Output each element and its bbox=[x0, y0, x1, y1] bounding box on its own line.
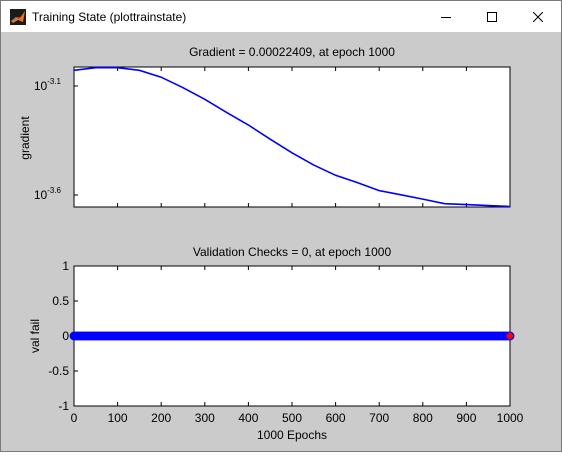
maximize-icon bbox=[487, 11, 497, 22]
validation-xtick-label: 700 bbox=[369, 411, 389, 425]
gradient-ylabel: gradient bbox=[18, 116, 32, 160]
gradient-x-ticks bbox=[73, 67, 511, 207]
validation-series-markers bbox=[69, 331, 515, 341]
validation-xtick-label: 1000 bbox=[497, 411, 524, 425]
gradient-axes: Gradient = 0.00022409, at epoch 1000 10-… bbox=[18, 45, 511, 208]
validation-ytick-label: -0.5 bbox=[48, 364, 69, 378]
validation-title: Validation Checks = 0, at epoch 1000 bbox=[193, 245, 392, 259]
matlab-icon bbox=[10, 9, 26, 25]
validation-xtick-label: 400 bbox=[238, 411, 258, 425]
gradient-axes-box bbox=[73, 66, 511, 208]
validation-xtick-label: 200 bbox=[151, 411, 171, 425]
gradient-ytick-lower: 10-3.6 bbox=[34, 186, 62, 202]
validation-xtick-label: 500 bbox=[282, 411, 302, 425]
validation-ylabel: val fail bbox=[28, 319, 42, 353]
plot-area: Gradient = 0.00022409, at epoch 1000 10-… bbox=[1, 32, 561, 451]
validation-ytick-label: -1 bbox=[58, 399, 69, 413]
maximize-button[interactable] bbox=[469, 1, 515, 32]
validation-xtick-label: 600 bbox=[326, 411, 346, 425]
validation-x-ticks: 0 100 200 300 400 500 600 700 800 900 1000 bbox=[71, 266, 524, 425]
validation-ytick-label: 1 bbox=[62, 259, 69, 273]
validation-xtick-label: 0 bbox=[71, 411, 78, 425]
validation-xtick-label: 800 bbox=[413, 411, 433, 425]
close-icon bbox=[533, 11, 543, 22]
validation-xtick-label: 100 bbox=[108, 411, 128, 425]
validation-ytick-label: 0 bbox=[62, 329, 69, 343]
gradient-series-line bbox=[73, 66, 511, 208]
figure-canvas: Gradient = 0.00022409, at epoch 1000 10-… bbox=[18, 45, 524, 442]
validation-end-marker bbox=[505, 331, 515, 341]
close-button[interactable] bbox=[515, 1, 561, 32]
minimize-button[interactable] bbox=[423, 1, 469, 32]
window-title: Training State (plottrainstate) bbox=[32, 10, 187, 24]
minimize-icon bbox=[441, 16, 451, 18]
validation-xtick-label: 300 bbox=[195, 411, 215, 425]
gradient-title: Gradient = 0.00022409, at epoch 1000 bbox=[189, 45, 395, 59]
validation-xtick-label: 900 bbox=[456, 411, 476, 425]
validation-axes: Validation Checks = 0, at epoch 1000 0 10… bbox=[28, 245, 524, 442]
validation-ytick-label: 0.5 bbox=[52, 294, 69, 308]
gradient-ytick-upper: 10-3.1 bbox=[34, 77, 62, 93]
title-bar[interactable]: Training State (plottrainstate) bbox=[1, 1, 561, 32]
validation-xlabel: 1000 Epochs bbox=[257, 428, 327, 442]
validation-y-ticks: 1 0.5 0 -0.5 -1 bbox=[48, 259, 78, 413]
